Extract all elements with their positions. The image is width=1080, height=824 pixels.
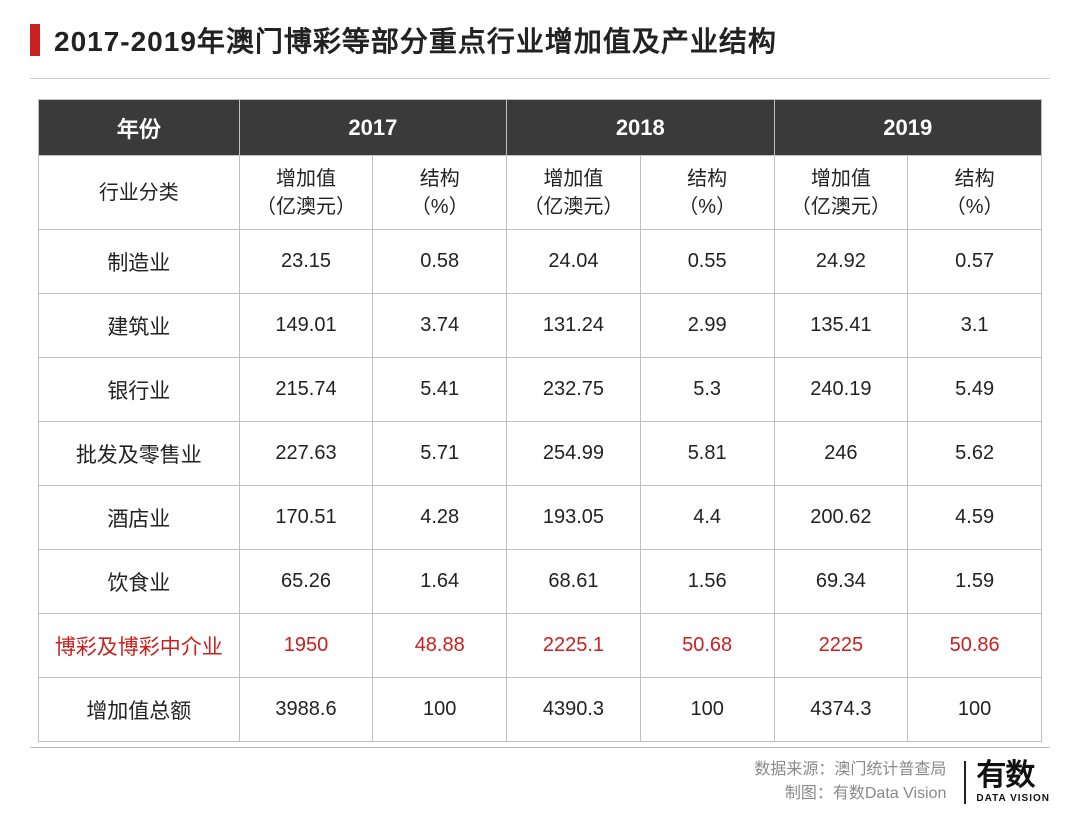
table-sub-header-row: 行业分类 增加值（亿澳元） 结构（%） 增加值（亿澳元） 结构（%） 增加值（亿…: [39, 156, 1042, 230]
table-cell: 135.41: [774, 294, 908, 358]
table-row: 批发及零售业227.635.71254.995.812465.62: [39, 422, 1042, 486]
row-label: 增加值总额: [39, 678, 240, 742]
year-header: 2019: [774, 100, 1041, 156]
table-cell: 131.24: [507, 294, 641, 358]
table-cell: 5.62: [908, 422, 1042, 486]
sub-header-pct: 结构（%）: [908, 156, 1042, 230]
table-cell: 5.41: [373, 358, 507, 422]
table-cell: 50.68: [640, 614, 774, 678]
table-row: 饮食业65.261.6468.611.5669.341.59: [39, 550, 1042, 614]
chart-label: 制图：: [785, 785, 833, 802]
year-label-header: 年份: [39, 100, 240, 156]
table-cell: 5.81: [640, 422, 774, 486]
table-cell: 0.57: [908, 230, 1042, 294]
table-cell: 68.61: [507, 550, 641, 614]
row-label: 酒店业: [39, 486, 240, 550]
table-cell: 1.56: [640, 550, 774, 614]
logo-en-text: DATA VISION: [976, 793, 1050, 804]
title-accent-marker: [30, 24, 40, 56]
table-cell: 3.1: [908, 294, 1042, 358]
sub-header-pct: 结构（%）: [373, 156, 507, 230]
table-cell: 5.71: [373, 422, 507, 486]
table-cell: 200.62: [774, 486, 908, 550]
table-cell: 3988.6: [239, 678, 373, 742]
table-cell: 69.34: [774, 550, 908, 614]
row-label: 制造业: [39, 230, 240, 294]
table-cell: 5.3: [640, 358, 774, 422]
footer: 数据来源：澳门统计普查局 制图：有数Data Vision 有数 DATA VI…: [30, 747, 1050, 806]
table-row: 增加值总额3988.61004390.31004374.3100: [39, 678, 1042, 742]
table-cell: 4390.3: [507, 678, 641, 742]
row-label: 建筑业: [39, 294, 240, 358]
logo-cn-text: 有数: [976, 761, 1034, 791]
table-cell: 5.49: [908, 358, 1042, 422]
sub-header-pct: 结构（%）: [640, 156, 774, 230]
table-cell: 50.86: [908, 614, 1042, 678]
table-cell: 2.99: [640, 294, 774, 358]
table-cell: 4374.3: [774, 678, 908, 742]
table-row: 博彩及博彩中介业195048.882225.150.68222550.86: [39, 614, 1042, 678]
category-label-header: 行业分类: [39, 156, 240, 230]
table-cell: 4.28: [373, 486, 507, 550]
table-cell: 1.64: [373, 550, 507, 614]
table-cell: 149.01: [239, 294, 373, 358]
chart-value: 有数Data Vision: [833, 785, 947, 802]
table-cell: 4.59: [908, 486, 1042, 550]
row-label: 博彩及博彩中介业: [39, 614, 240, 678]
year-header: 2018: [507, 100, 774, 156]
source-block: 数据来源：澳门统计普查局 制图：有数Data Vision: [754, 758, 946, 806]
table-cell: 65.26: [239, 550, 373, 614]
table-cell: 0.58: [373, 230, 507, 294]
table-row: 建筑业149.013.74131.242.99135.413.1: [39, 294, 1042, 358]
table-body: 制造业23.150.5824.040.5524.920.57建筑业149.013…: [39, 230, 1042, 742]
source-line: 数据来源：澳门统计普查局: [754, 758, 946, 782]
logo: 有数 DATA VISION: [964, 761, 1050, 804]
table-cell: 100: [640, 678, 774, 742]
row-label: 银行业: [39, 358, 240, 422]
sub-header-value: 增加值（亿澳元）: [507, 156, 641, 230]
table-cell: 2225: [774, 614, 908, 678]
row-label: 饮食业: [39, 550, 240, 614]
table-cell: 100: [373, 678, 507, 742]
table-cell: 1950: [239, 614, 373, 678]
table-cell: 227.63: [239, 422, 373, 486]
table-row: 银行业215.745.41232.755.3240.195.49: [39, 358, 1042, 422]
table-cell: 2225.1: [507, 614, 641, 678]
sub-header-value: 增加值（亿澳元）: [239, 156, 373, 230]
table-cell: 193.05: [507, 486, 641, 550]
title-bar: 2017-2019年澳门博彩等部分重点行业增加值及产业结构: [30, 0, 1050, 79]
table-cell: 100: [908, 678, 1042, 742]
industry-table: 年份 2017 2018 2019 行业分类 增加值（亿澳元） 结构（%） 增加…: [38, 99, 1042, 742]
row-label: 批发及零售业: [39, 422, 240, 486]
table-row: 酒店业170.514.28193.054.4200.624.59: [39, 486, 1042, 550]
year-header: 2017: [239, 100, 506, 156]
source-value: 澳门统计普查局: [834, 761, 946, 778]
table-cell: 246: [774, 422, 908, 486]
table-cell: 232.75: [507, 358, 641, 422]
table-cell: 215.74: [239, 358, 373, 422]
table-cell: 3.74: [373, 294, 507, 358]
table-cell: 24.04: [507, 230, 641, 294]
table-container: 年份 2017 2018 2019 行业分类 增加值（亿澳元） 结构（%） 增加…: [0, 79, 1080, 742]
sub-header-value: 增加值（亿澳元）: [774, 156, 908, 230]
table-cell: 240.19: [774, 358, 908, 422]
table-row: 制造业23.150.5824.040.5524.920.57: [39, 230, 1042, 294]
source-label: 数据来源：: [754, 761, 834, 778]
table-cell: 254.99: [507, 422, 641, 486]
table-year-header-row: 年份 2017 2018 2019: [39, 100, 1042, 156]
chart-by-line: 制图：有数Data Vision: [754, 782, 946, 806]
table-cell: 0.55: [640, 230, 774, 294]
table-cell: 170.51: [239, 486, 373, 550]
table-cell: 24.92: [774, 230, 908, 294]
table-cell: 1.59: [908, 550, 1042, 614]
table-cell: 48.88: [373, 614, 507, 678]
table-cell: 23.15: [239, 230, 373, 294]
table-cell: 4.4: [640, 486, 774, 550]
page-title: 2017-2019年澳门博彩等部分重点行业增加值及产业结构: [54, 20, 777, 60]
